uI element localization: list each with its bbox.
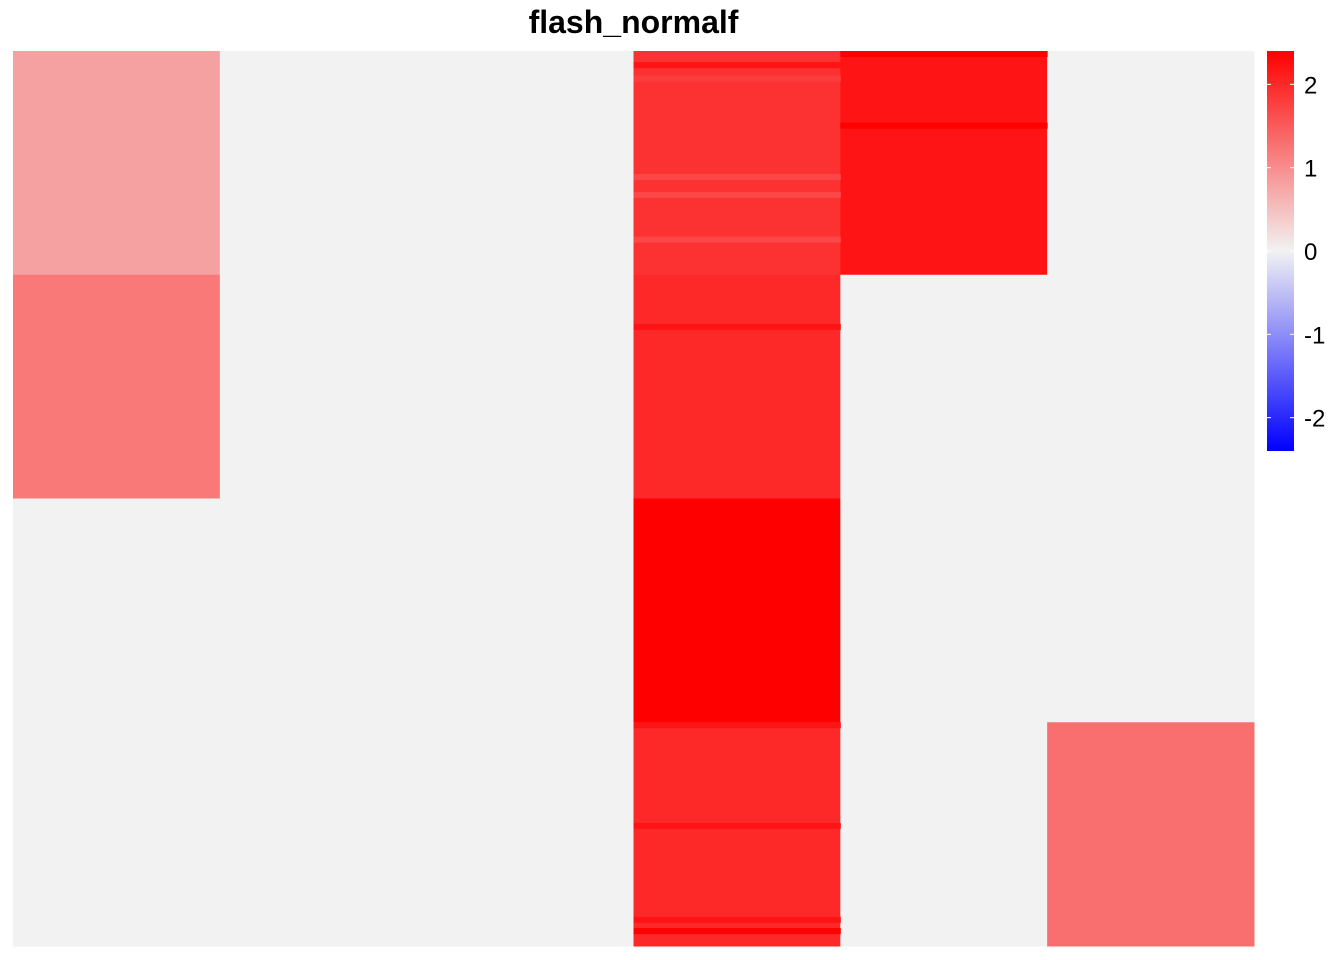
legend-tick-label: -1 <box>1304 322 1325 349</box>
heatmap-stripe <box>633 75 841 82</box>
heatmap-stripe <box>840 122 1048 129</box>
heatmap-stripe <box>633 722 841 729</box>
legend-tick-label: -2 <box>1304 406 1325 433</box>
heatmap-cell <box>219 274 428 499</box>
heatmap-stripe <box>633 822 841 829</box>
heatmap-cell <box>633 498 841 723</box>
heatmap-cell <box>840 722 1048 947</box>
heatmap-cell <box>840 51 1048 276</box>
heatmap-cell <box>13 274 221 499</box>
heatmap-cell <box>633 722 841 947</box>
heatmap-stripe <box>633 174 841 181</box>
heatmap-stripes <box>633 51 1048 935</box>
heatmap-cell <box>426 51 634 276</box>
heatmap-cell <box>219 498 428 723</box>
heatmap-cell <box>13 498 221 723</box>
heatmap-cell <box>1047 498 1255 723</box>
heatmap-cell <box>13 51 221 276</box>
heatmap-cell <box>1047 274 1255 499</box>
legend-ticks: 2 1 0 -1 -2 <box>1267 72 1325 433</box>
color-legend: 2 1 0 -1 -2 <box>1267 51 1325 451</box>
legend-tick-label: 0 <box>1304 239 1317 266</box>
heatmap-cell <box>840 498 1048 723</box>
heatmap-stripe <box>633 928 841 935</box>
heatmap-cell <box>426 274 634 499</box>
heatmap-stripe <box>633 62 841 69</box>
heatmap-cell <box>219 722 428 947</box>
legend-colorbar <box>1267 51 1294 451</box>
heatmap-stripe <box>633 236 841 243</box>
heatmap-stripe <box>633 191 841 198</box>
chart-title: flash_normalf <box>528 4 739 40</box>
heatmap-cell <box>13 722 221 947</box>
heatmap-cell <box>426 722 634 947</box>
legend-tick-label: 2 <box>1304 72 1317 99</box>
heatmap-cells <box>13 51 1255 947</box>
legend-tick-label: 1 <box>1304 156 1317 183</box>
heatmap-cell <box>426 498 634 723</box>
heatmap-cell <box>219 51 428 276</box>
heatmap-cell <box>1047 51 1255 276</box>
heatmap-stripe <box>633 916 841 923</box>
heatmap-cell <box>840 274 1048 499</box>
heatmap-cell <box>1047 722 1255 947</box>
heatmap-stripe <box>840 51 1048 57</box>
heatmap-cell <box>633 274 841 499</box>
heatmap-stripe <box>633 323 841 330</box>
